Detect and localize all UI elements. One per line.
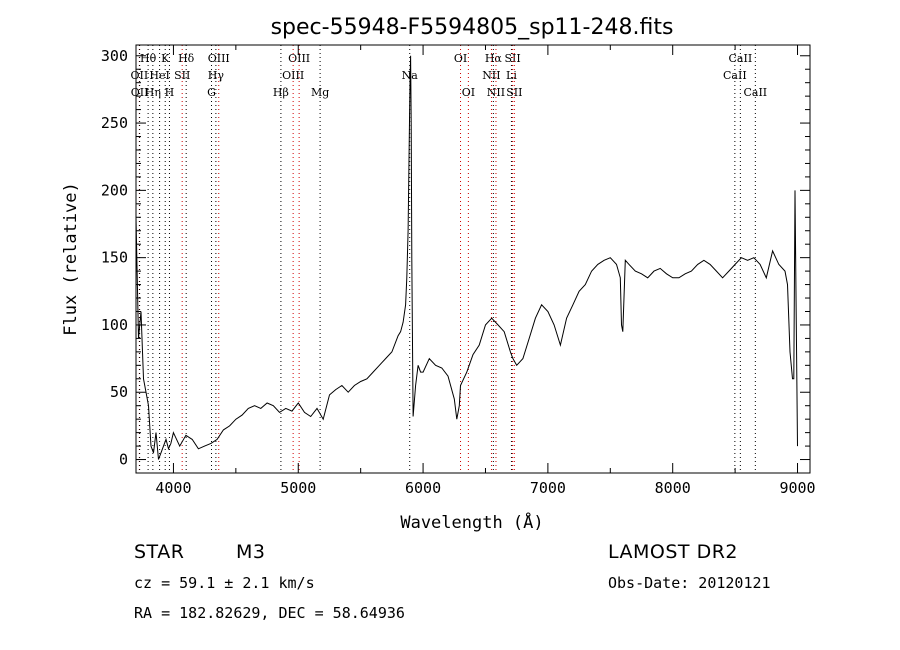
spectral-line-label: Hβ	[273, 86, 289, 99]
spectral-line-label: SII	[174, 69, 190, 82]
y-tick-label: 100	[101, 316, 128, 334]
spectral-line-label: NII	[482, 69, 500, 82]
spectral-line-label: Hγ	[208, 69, 225, 82]
object-subclass: M3	[236, 541, 266, 563]
spectral-line-label: OIII	[282, 69, 304, 82]
axis-ticks: 4000 5000 6000 7000 8000 9000 0 50 100 150 200 250 3…	[101, 45, 816, 497]
x-tick-label: 7000	[530, 479, 566, 497]
spectral-line-label: K	[161, 52, 170, 65]
spectral-line-label: OI	[462, 86, 475, 99]
spectral-line-label: OIII	[208, 52, 230, 65]
spectral-line-label: Hθ	[140, 52, 157, 65]
y-tick-label: 50	[110, 383, 128, 401]
y-tick-label: 150	[101, 249, 128, 267]
spectral-line-label: SII	[506, 86, 522, 99]
spectral-line-label: Li	[506, 69, 517, 82]
chart-title: spec-55948-F5594805_sp11-248.fits	[271, 15, 674, 40]
spectral-line-label: CaII	[729, 52, 753, 65]
survey-name: LAMOST DR2	[608, 541, 738, 563]
obs-date-text: Obs-Date: 20120121	[608, 574, 771, 592]
x-tick-label: 4000	[155, 479, 191, 497]
spectral-line-label: CaII	[723, 69, 747, 82]
spectral-line-label: NII	[487, 86, 505, 99]
spectral-line-label: OII	[131, 86, 149, 99]
x-tick-label: 5000	[280, 479, 316, 497]
y-tick-label: 300	[101, 47, 128, 65]
spectral-line-label: OIII	[288, 52, 310, 65]
spectrum-line	[135, 55, 798, 460]
spectral-line-label: G	[207, 86, 216, 99]
spectral-line-label: H	[165, 86, 175, 99]
spectral-line-label: Mg	[311, 86, 329, 99]
y-tick-label: 0	[119, 451, 128, 469]
spectral-line-label: OI	[454, 52, 467, 65]
coordinates-text: RA = 182.82629, DEC = 58.64936	[134, 604, 405, 622]
spectral-line-label: OII	[131, 69, 149, 82]
spectral-line-label: SII	[504, 52, 520, 65]
spectral-line-label: HeI	[149, 69, 169, 82]
x-tick-label: 9000	[779, 479, 815, 497]
object-class: STAR	[134, 541, 185, 563]
spectral-line-label: Hδ	[178, 52, 195, 65]
x-axis-label: Wavelength (Å)	[400, 511, 543, 533]
redshift-text: cz = 59.1 ± 2.1 km/s	[134, 574, 315, 592]
x-tick-label: 6000	[405, 479, 441, 497]
y-axis-label: Flux (relative)	[61, 182, 81, 336]
y-tick-label: 200	[101, 181, 128, 199]
spectral-line-label: Hη	[145, 86, 161, 99]
plot-frame	[135, 44, 811, 474]
x-tick-label: 8000	[655, 479, 691, 497]
spectral-line-label: CaII	[743, 86, 767, 99]
y-tick-label: 250	[101, 114, 128, 132]
spectral-line-label: Hα	[485, 52, 503, 65]
